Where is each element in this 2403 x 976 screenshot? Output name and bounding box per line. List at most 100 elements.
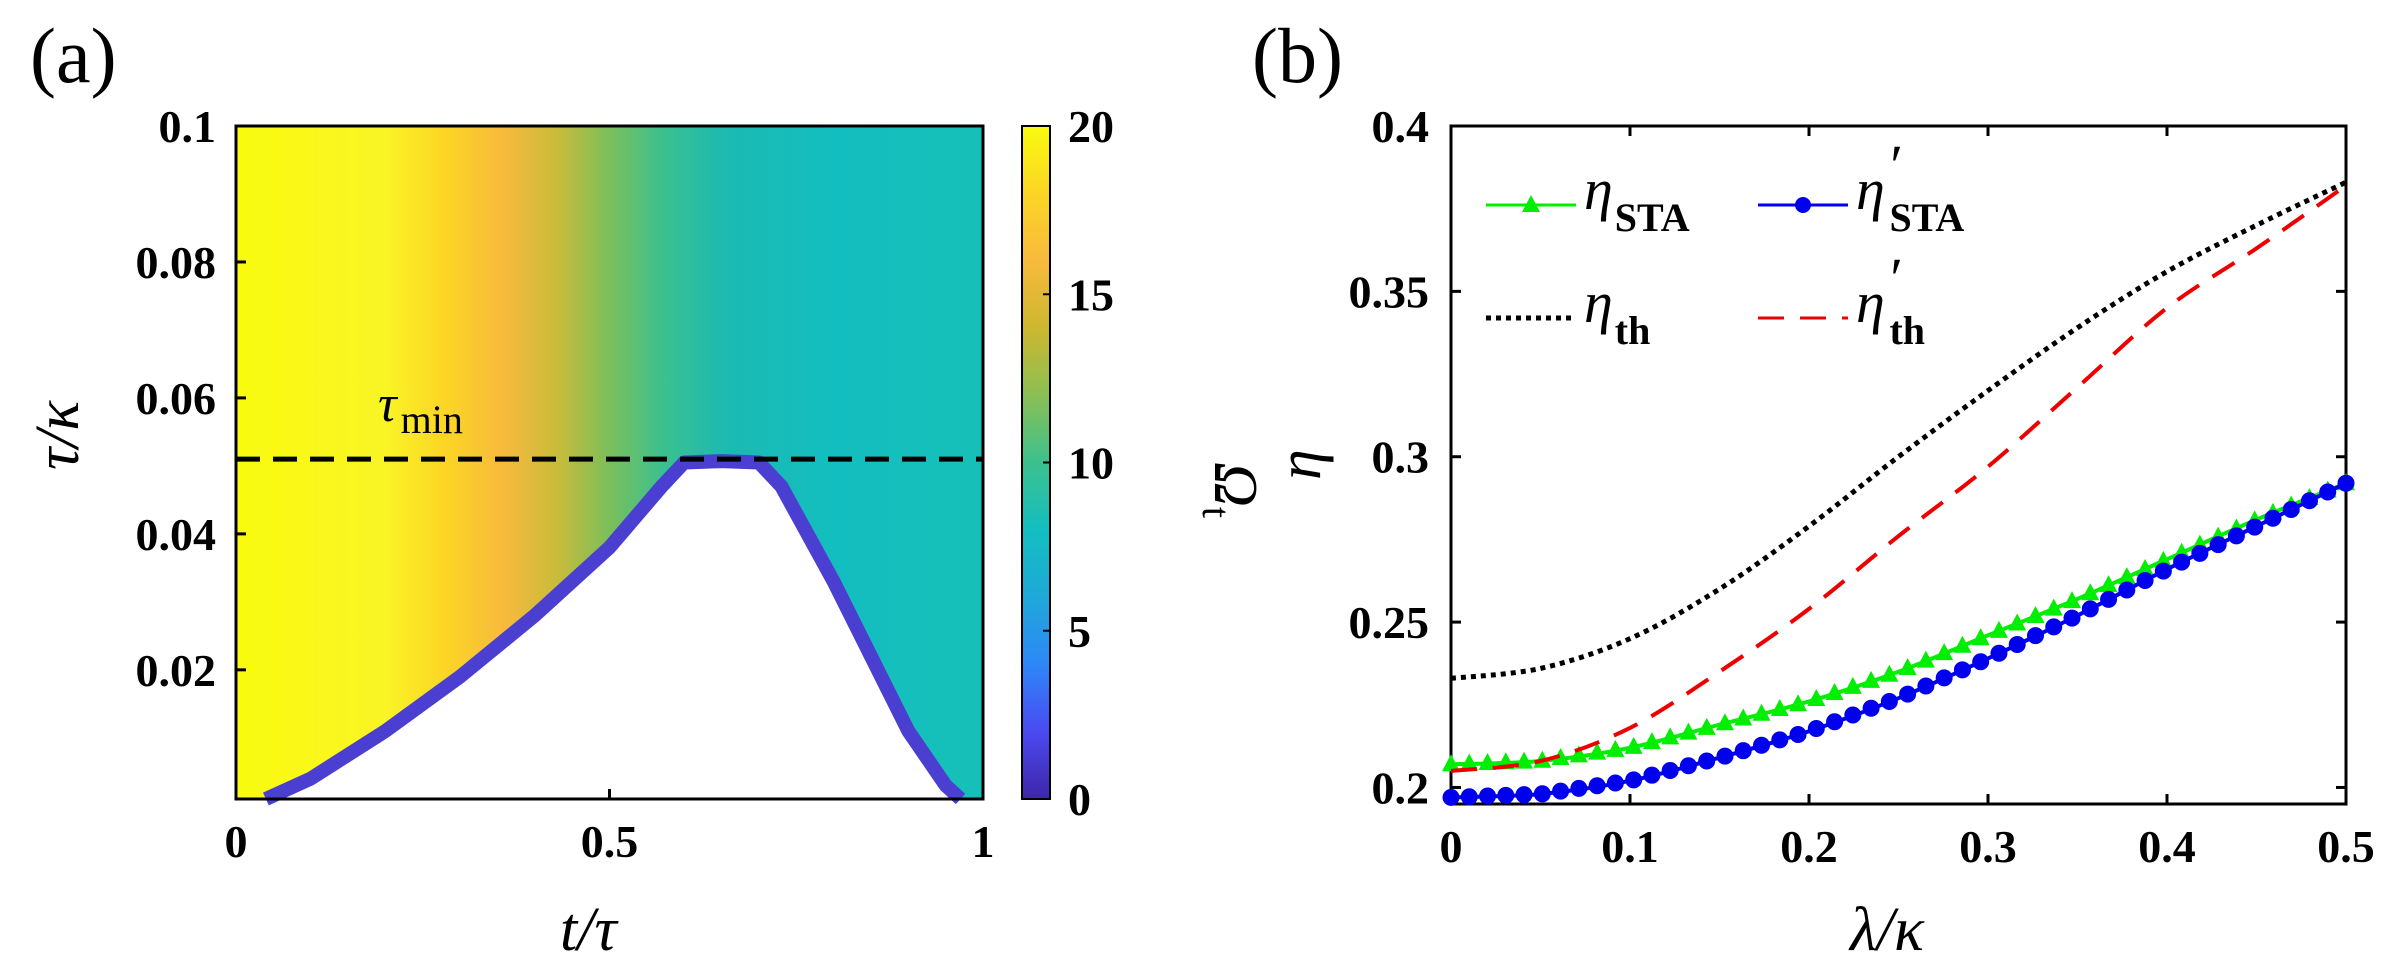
series-marker <box>2081 583 2100 601</box>
series-th <box>1450 179 2348 681</box>
legend-label: η′ STA <box>1856 133 1964 240</box>
series-marker <box>1642 732 1661 750</box>
legend-label: ηth <box>1584 270 1650 353</box>
tau-min-main: τ <box>378 376 399 433</box>
series-marker <box>2227 527 2245 545</box>
heatmap-x-ticks: 0 0.5 1 <box>225 789 995 867</box>
series-sta <box>1442 473 2355 772</box>
heatmap-x-tick-label: 0.5 <box>581 816 639 867</box>
legend-label-prime: ′ <box>1887 246 1901 311</box>
series-marker <box>2008 635 2026 653</box>
series-line <box>1450 481 2347 800</box>
series-marker <box>1753 736 1771 754</box>
colorbar-tick-label: 20 <box>1068 101 1114 152</box>
series-marker <box>1807 689 1826 707</box>
legend-label: ηSTA <box>1584 157 1690 240</box>
series-marker <box>1844 706 1862 724</box>
series-marker <box>1624 736 1643 754</box>
series-marker <box>1789 694 1808 712</box>
series-marker <box>2045 618 2063 636</box>
series-marker <box>2319 483 2337 501</box>
series-marker <box>1880 693 1898 711</box>
series-marker <box>1971 628 1990 646</box>
series-marker <box>1497 786 1515 804</box>
series-line <box>1450 481 2347 767</box>
series-marker <box>1862 670 1881 688</box>
series-marker <box>1825 682 1844 700</box>
legend-label-main: η <box>1584 270 1613 335</box>
series-marker <box>2081 600 2099 618</box>
series-marker <box>2154 550 2173 568</box>
series-marker <box>1734 742 1752 760</box>
series-marker <box>1698 752 1716 770</box>
heatmap-x-label: t/τ <box>560 896 619 964</box>
series-marker <box>1661 761 1679 779</box>
series-marker <box>1826 713 1844 731</box>
series-marker <box>2209 536 2227 554</box>
series-marker <box>1972 653 1990 671</box>
heatmap-y-tick-label: 0.04 <box>136 509 217 560</box>
legend-entry: η′ th <box>1758 246 1925 353</box>
series-marker <box>2191 544 2209 562</box>
series-marker <box>2008 613 2027 631</box>
panel-b: (b) 0 0.1 0.2 0.3 0.4 0.5 0.2 0.25 0.3 0.35 0.4 η… <box>1252 12 2375 964</box>
legend-label-sub: STA <box>1615 195 1690 240</box>
panel-a: (a) τ min 0 0.5 1 0.020.040.060.080.1 t/τ τ… <box>24 12 1269 964</box>
line-x-tick-label: 0.2 <box>1780 821 1838 872</box>
series-marker <box>1935 669 1953 687</box>
series-marker <box>1442 788 1460 806</box>
series-marker <box>1588 777 1606 795</box>
legend-marker <box>1522 195 1540 212</box>
colorbar-label-main: Ω <box>1201 462 1269 507</box>
colorbar <box>1021 125 1051 800</box>
line-x-tick-label: 0.1 <box>1601 821 1659 872</box>
series-marker <box>1843 676 1862 694</box>
series-marker <box>1643 766 1661 784</box>
series-marker <box>2099 575 2118 593</box>
series-marker <box>1442 754 1460 772</box>
series-marker <box>2282 501 2300 519</box>
feasible-boundary <box>262 454 966 806</box>
series-marker <box>1515 786 1533 804</box>
colorbar-ticks: 0 5 10 15 20 <box>1043 101 1114 825</box>
series-marker <box>2117 567 2136 585</box>
line-x-tick-label: 0.5 <box>2317 821 2375 872</box>
legend-label-sub: th <box>1889 308 1925 353</box>
series-marker <box>2337 474 2355 492</box>
heatmap-y-label: τ/κ <box>24 400 92 470</box>
series-marker <box>2026 627 2044 645</box>
line-x-tick-label: 0 <box>1440 821 1463 872</box>
heatmap-x-tick-label: 1 <box>972 816 995 867</box>
series-marker <box>1625 771 1643 789</box>
legend-label-sub: STA <box>1889 195 1964 240</box>
line-y-tick-label: 0.25 <box>1349 597 1430 648</box>
series-marker <box>1716 747 1734 765</box>
series-marker <box>2044 598 2063 616</box>
series-marker <box>1734 708 1753 726</box>
line-y-label: η <box>1266 449 1334 480</box>
legend-entry: ηth <box>1486 270 1650 353</box>
line-y-tick-label: 0.2 <box>1372 762 1430 813</box>
series-marker <box>2063 609 2081 627</box>
series-marker <box>1880 664 1899 682</box>
series-marker <box>1606 739 1625 757</box>
series-marker <box>1551 748 1570 766</box>
legend-label: η′ th <box>1856 246 1925 353</box>
series-marker <box>1679 757 1697 775</box>
series-marker <box>1953 635 1972 653</box>
series-marker <box>2173 553 2191 571</box>
series-marker <box>1570 779 1588 797</box>
series-marker <box>1606 774 1624 792</box>
legend-entry: ηSTA <box>1486 157 1690 240</box>
legend-label-main: η <box>1856 157 1885 222</box>
series-sta-prime <box>1442 474 2355 806</box>
series-th-prime <box>1450 183 2348 773</box>
colorbar-tick-label: 10 <box>1068 438 1114 489</box>
legend-entry: η′ STA <box>1758 133 1964 240</box>
series-marker <box>1697 717 1716 735</box>
colorbar-tick-label: 15 <box>1068 269 1114 320</box>
series-marker <box>1862 699 1880 717</box>
series-marker <box>1899 685 1917 703</box>
line-x-label: λ/κ <box>1848 896 1925 964</box>
panel-a-label: (a) <box>30 12 117 99</box>
